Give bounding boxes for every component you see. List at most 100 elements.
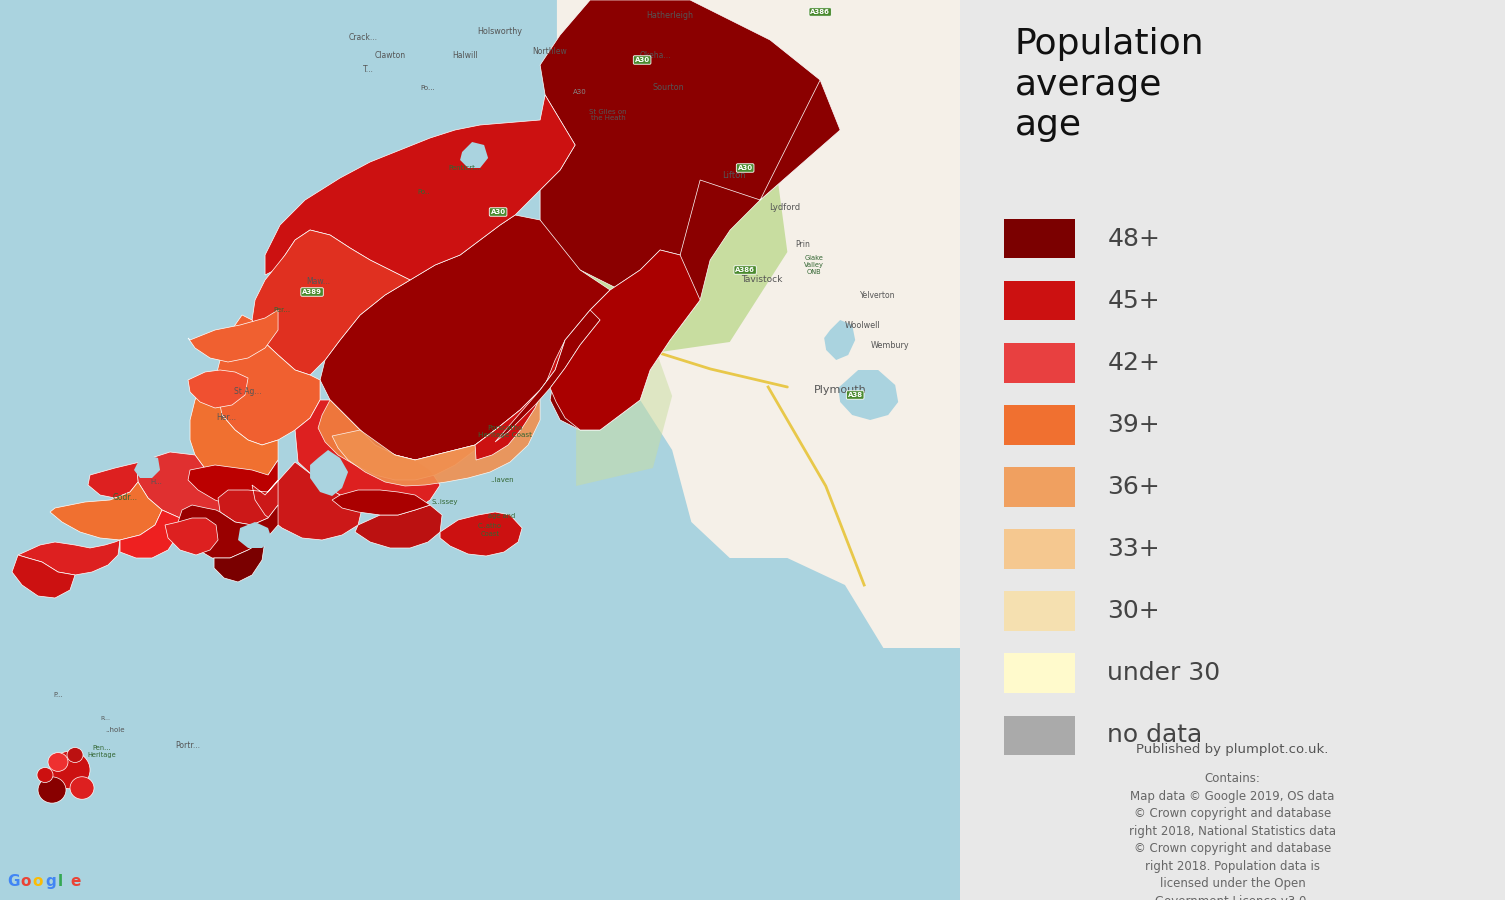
Polygon shape	[251, 230, 409, 375]
Polygon shape	[166, 518, 218, 555]
Text: Woolwell: Woolwell	[844, 320, 880, 329]
Polygon shape	[310, 450, 348, 496]
Text: l: l	[57, 874, 63, 888]
Text: Lifton: Lifton	[722, 170, 746, 179]
Polygon shape	[576, 90, 787, 360]
Text: Po...: Po...	[421, 85, 435, 91]
Polygon shape	[439, 512, 522, 556]
FancyBboxPatch shape	[1004, 591, 1075, 631]
Text: T...: T...	[363, 66, 373, 75]
Polygon shape	[134, 455, 160, 478]
Text: A30: A30	[737, 165, 752, 171]
Text: o: o	[33, 874, 44, 888]
Text: A30: A30	[573, 89, 587, 95]
Text: P...: P...	[53, 692, 63, 698]
Text: under 30: under 30	[1108, 662, 1221, 685]
Circle shape	[38, 777, 66, 803]
Text: no data: no data	[1108, 724, 1202, 747]
Text: H...: H...	[150, 479, 163, 485]
Text: 45+: 45+	[1108, 289, 1160, 312]
Text: Clawton: Clawton	[375, 50, 406, 59]
Text: A30: A30	[635, 57, 650, 63]
Polygon shape	[355, 505, 442, 548]
Text: Her...: Her...	[217, 413, 236, 422]
Text: Plymouth: Plymouth	[814, 385, 867, 395]
Text: G: G	[8, 874, 20, 888]
Text: C..atho
Coast: C..atho Coast	[479, 524, 503, 536]
Polygon shape	[215, 315, 321, 445]
Text: Okeha...: Okeha...	[640, 50, 671, 59]
Text: A389: A389	[303, 289, 322, 295]
Text: 33+: 33+	[1108, 537, 1160, 561]
Polygon shape	[825, 320, 855, 360]
Polygon shape	[188, 310, 278, 362]
Text: Contains:
Map data © Google 2019, OS data
© Crown copyright and database
right 2: Contains: Map data © Google 2019, OS dat…	[1129, 772, 1336, 900]
FancyBboxPatch shape	[1004, 405, 1075, 445]
Text: 42+: 42+	[1108, 351, 1160, 374]
Polygon shape	[137, 452, 235, 520]
Polygon shape	[12, 555, 75, 598]
FancyBboxPatch shape	[1004, 219, 1075, 258]
Text: A38: A38	[847, 392, 862, 398]
FancyBboxPatch shape	[1004, 716, 1075, 755]
Text: Glake
Valley
ONB: Glake Valley ONB	[804, 255, 825, 275]
FancyBboxPatch shape	[1004, 467, 1075, 507]
Polygon shape	[540, 0, 840, 290]
Text: St Ag...: St Ag...	[235, 388, 262, 397]
Text: Lydford: Lydford	[769, 203, 801, 212]
Polygon shape	[838, 370, 898, 420]
Polygon shape	[551, 250, 700, 430]
Text: Northlew: Northlew	[533, 48, 567, 57]
Text: Population
average
age: Population average age	[1014, 27, 1204, 142]
Polygon shape	[218, 462, 363, 540]
Polygon shape	[214, 540, 265, 582]
Text: Maw...: Maw...	[306, 277, 330, 286]
Polygon shape	[476, 340, 564, 460]
Polygon shape	[321, 215, 610, 460]
Polygon shape	[188, 460, 278, 505]
Text: g: g	[45, 874, 56, 888]
Text: A30: A30	[491, 209, 506, 215]
Text: Holsworthy: Holsworthy	[477, 28, 522, 37]
Text: Tavistock: Tavistock	[742, 275, 783, 284]
Text: Yelverton: Yelverton	[861, 291, 895, 300]
Circle shape	[50, 752, 90, 788]
Text: Godr...: Godr...	[113, 493, 137, 502]
Polygon shape	[495, 290, 620, 442]
Circle shape	[68, 748, 83, 762]
Text: 48+: 48+	[1108, 227, 1160, 250]
Polygon shape	[50, 482, 163, 540]
Text: Penticrt...: Penticrt...	[448, 165, 482, 171]
Polygon shape	[551, 80, 840, 430]
Text: 30+: 30+	[1108, 599, 1160, 623]
FancyBboxPatch shape	[1004, 653, 1075, 693]
Text: Wembury: Wembury	[871, 340, 909, 349]
Text: Per...: Per...	[274, 307, 290, 313]
Polygon shape	[188, 370, 248, 408]
Text: Prin: Prin	[796, 240, 811, 249]
Polygon shape	[265, 95, 575, 280]
Polygon shape	[18, 540, 120, 575]
FancyBboxPatch shape	[1004, 343, 1075, 382]
Polygon shape	[87, 460, 144, 498]
Text: 36+: 36+	[1108, 475, 1160, 499]
Text: S..issey: S..issey	[432, 499, 459, 505]
Text: Porscatho
Heritage Coast: Porscatho Heritage Coast	[479, 426, 533, 438]
Circle shape	[48, 752, 68, 771]
Text: Po..: Po..	[418, 189, 430, 195]
Text: ..hole: ..hole	[105, 727, 125, 733]
Text: Pen...
Heritage: Pen... Heritage	[87, 745, 116, 759]
Text: Sourton: Sourton	[652, 84, 683, 93]
Polygon shape	[576, 342, 673, 486]
FancyBboxPatch shape	[1004, 281, 1075, 320]
Text: ..laven: ..laven	[491, 477, 513, 483]
Text: Crack...: Crack...	[349, 33, 378, 42]
FancyBboxPatch shape	[1004, 529, 1075, 569]
Polygon shape	[557, 0, 960, 648]
Polygon shape	[295, 400, 439, 515]
Polygon shape	[190, 375, 278, 488]
Text: age and: age and	[489, 513, 516, 519]
Polygon shape	[461, 142, 488, 168]
Polygon shape	[333, 490, 430, 515]
Text: 39+: 39+	[1108, 413, 1160, 436]
